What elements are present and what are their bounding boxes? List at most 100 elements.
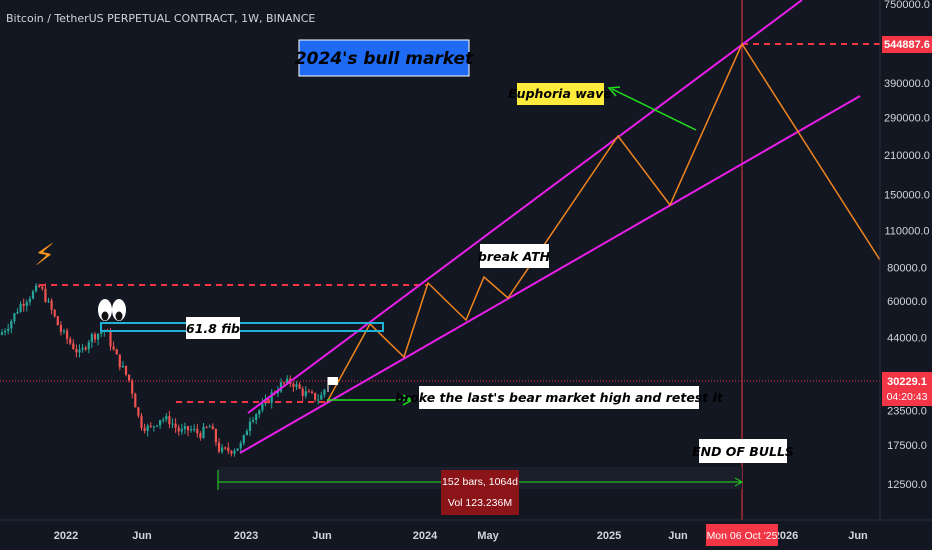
price-tick-label-partial: 750000.0 [884, 0, 930, 11]
candle-body [239, 443, 242, 449]
candle-body [66, 330, 69, 339]
eyes-icon [98, 299, 126, 321]
candle-body [193, 428, 196, 430]
candle-body [298, 384, 301, 389]
candle-body [258, 410, 261, 415]
candle-body [202, 426, 205, 438]
price-scale[interactable] [880, 0, 932, 520]
bar-countdown: 04:20:43 [887, 391, 928, 403]
fib-zone-box[interactable] [100, 322, 384, 332]
projection-path[interactable] [326, 42, 881, 403]
candle-body [134, 393, 137, 408]
channel-lower-line[interactable] [239, 95, 861, 454]
candle-body [124, 365, 128, 375]
candle-body [90, 334, 93, 343]
time-tick-labels: 2022 Jun 2023 Jun 2024 May 2025 Jun 2026 Jun [54, 530, 868, 542]
candle-body [261, 403, 264, 411]
candle-body [56, 316, 59, 326]
candle-body [25, 302, 28, 306]
time-tick-label: Jun [668, 530, 688, 542]
candle-body [78, 349, 81, 353]
candle-body [84, 347, 87, 350]
candle-body [143, 428, 146, 431]
candle-body [171, 423, 174, 425]
candle-body [131, 380, 134, 394]
measure-volume-label: Vol 123.236M [448, 497, 512, 509]
time-tick-label: 2025 [597, 530, 621, 542]
candle-body [69, 338, 72, 344]
candle-body [304, 391, 307, 396]
date-tag-value: Mon 06 Oct '25 [707, 530, 778, 542]
candle-body [317, 399, 320, 401]
candle-body [112, 346, 115, 350]
channel-upper-line[interactable] [247, 0, 803, 414]
fib-label-box[interactable] [186, 317, 240, 339]
price-tick-label: 44000.0 [887, 332, 927, 344]
lightning-icon: ⚡ [34, 238, 55, 273]
candle-body [211, 426, 214, 430]
candle-body [109, 331, 112, 347]
price-tick-label: 210000.0 [884, 150, 930, 162]
price-tick-label: 150000.0 [884, 189, 930, 201]
candle-body [22, 303, 25, 306]
candle-body [180, 428, 183, 432]
flag-icon [327, 377, 338, 392]
break-ath-box[interactable] [480, 244, 549, 268]
current-price-tag [882, 372, 932, 406]
candle-body [47, 300, 50, 302]
candle-body [279, 382, 283, 392]
candle-body [152, 426, 155, 428]
time-tick-label: May [477, 530, 499, 542]
fib-label: 61.8 fib [186, 321, 240, 336]
candle-body [93, 334, 97, 340]
title-label: 2024's bull market [295, 49, 474, 69]
candle-body [292, 383, 295, 387]
break-ath-label: break ATH [478, 249, 551, 264]
candlestick-series [0, 283, 326, 457]
candle-body [224, 447, 227, 449]
candle-body [230, 450, 233, 454]
candle-body [168, 416, 171, 425]
candle-body [286, 378, 289, 383]
candle-body [183, 426, 186, 429]
candle-body [267, 399, 270, 403]
candle-body [31, 291, 35, 299]
candle-body [214, 429, 217, 443]
candle-body [320, 394, 323, 400]
broke-label-box[interactable] [419, 386, 699, 409]
current-price-value: 30229.1 [887, 376, 927, 388]
candle-body [128, 374, 131, 381]
candle-body [233, 450, 236, 454]
candle-body [16, 311, 19, 314]
candle-body [155, 425, 159, 427]
retest-arrowhead [402, 394, 414, 406]
candle-body [50, 300, 53, 310]
candle-body [177, 427, 180, 432]
euphoria-arrow-line[interactable] [611, 88, 697, 131]
candle-body [295, 384, 298, 387]
candle-body [81, 347, 84, 350]
candle-body [310, 391, 314, 393]
price-tick-label: 23500.0 [887, 405, 927, 417]
price-tick-label: 80000.0 [887, 263, 927, 275]
time-tick-label: 2024 [413, 530, 438, 542]
candle-body [323, 389, 326, 395]
euphoria-box[interactable] [517, 83, 604, 105]
euphoria-label: Euphoria wave [508, 86, 612, 101]
candle-body [13, 313, 16, 321]
time-tick-label: Jun [132, 530, 152, 542]
candle-body [0, 332, 4, 335]
time-tick-label: 2023 [234, 530, 258, 542]
end-bulls-box[interactable] [699, 439, 787, 463]
candle-body [221, 447, 224, 452]
time-tick-label: 2022 [54, 530, 78, 542]
candle-body [270, 392, 273, 403]
candle-body [59, 325, 62, 332]
candle-body [118, 354, 121, 368]
title-box[interactable] [298, 39, 470, 77]
candle-body [159, 419, 162, 426]
candle-body [162, 419, 165, 421]
candle-body [140, 415, 143, 429]
candle-body [72, 343, 75, 350]
